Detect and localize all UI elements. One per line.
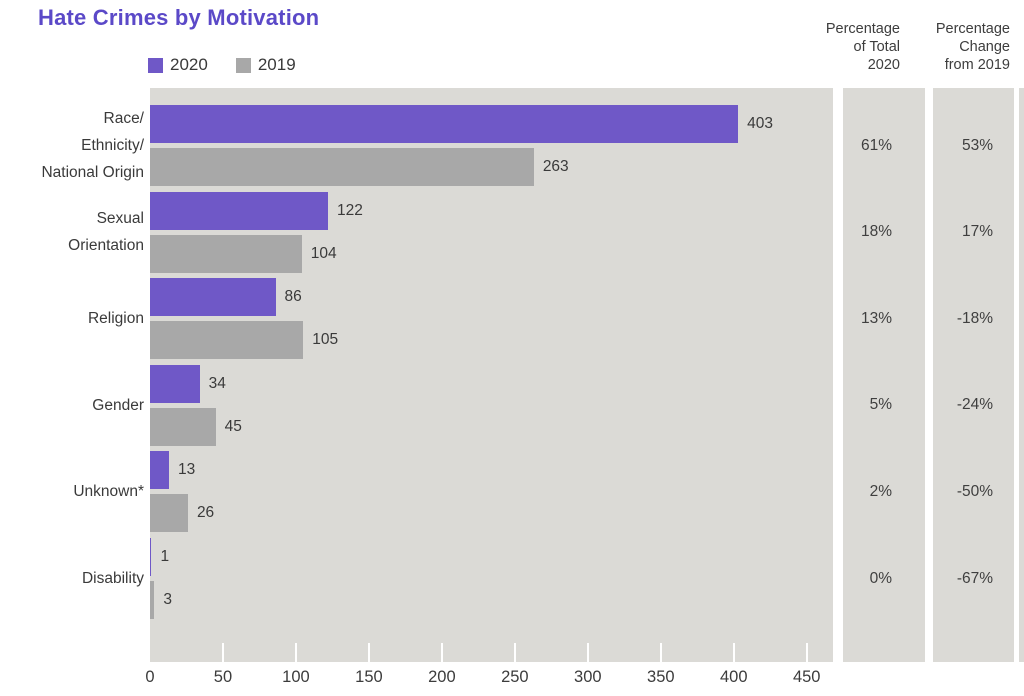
pct-total-column: 61% 18% 13% 5% 2% 0% — [843, 88, 925, 662]
bar-2019 — [150, 581, 155, 619]
bar-2019 — [150, 407, 216, 446]
bar-value-label: 403 — [747, 115, 773, 132]
legend: 2020 2019 — [148, 55, 296, 75]
bar-2020 — [150, 105, 739, 143]
x-tick-label: 250 — [501, 668, 529, 686]
pct-change-value: -24% — [956, 396, 993, 414]
x-tick — [732, 643, 735, 662]
bar-value-label: 13 — [177, 461, 196, 479]
bar-value-label: 26 — [196, 504, 215, 522]
legend-item-2020: 2020 — [148, 55, 208, 75]
x-tick-label: 50 — [213, 668, 233, 686]
legend-item-2019: 2019 — [235, 55, 296, 75]
bar-value-label: 1 — [160, 548, 170, 565]
pct-total-value: 13% — [860, 309, 892, 327]
category-label: Gender — [92, 396, 144, 414]
cropped-column-sliver — [1019, 88, 1024, 662]
bar-2019 — [150, 494, 188, 533]
category-label: Race/ Ethnicity/ National Origin — [41, 110, 144, 181]
x-tick-label: 150 — [355, 668, 383, 686]
bar-2020 — [150, 364, 200, 403]
x-tick-label: 300 — [574, 668, 602, 686]
pct-total-value: 5% — [869, 396, 892, 414]
bar-2019 — [150, 321, 304, 360]
pct-total-value: 61% — [860, 136, 892, 154]
pct-change-value: -67% — [956, 569, 993, 587]
x-tick — [513, 643, 516, 662]
bar-2019 — [150, 148, 534, 186]
x-tick-label: 450 — [792, 668, 821, 686]
x-tick — [440, 643, 443, 662]
pct-total-value: 18% — [860, 223, 892, 241]
bar-value-label: 86 — [284, 288, 302, 306]
x-tick-label: 0 — [145, 668, 155, 686]
x-tick — [221, 643, 224, 662]
column-header-pct-total: Percentage of Total 2020 — [825, 21, 900, 73]
bar-2020 — [150, 191, 329, 230]
pct-change-column: 53% 17% -18% -24% -50% -67% — [933, 88, 1014, 662]
x-tick — [805, 643, 808, 662]
pct-change-value: -18% — [956, 309, 993, 327]
plot-area: 403 263 122 104 86 105 34 45 13 26 1 3 — [150, 88, 833, 662]
pct-total-value: 0% — [869, 569, 892, 587]
bar-value-label: 34 — [208, 374, 226, 392]
bar-value-label: 45 — [224, 417, 242, 435]
legend-label-2020: 2020 — [170, 55, 208, 74]
pct-change-value: 53% — [961, 136, 993, 154]
bar-value-label: 104 — [310, 244, 337, 262]
x-tick — [294, 643, 297, 662]
legend-label-2019: 2019 — [257, 55, 296, 74]
pct-total-value: 2% — [869, 482, 892, 500]
x-tick-label: 400 — [719, 668, 748, 686]
legend-swatch-2020-icon — [148, 57, 163, 73]
bar-value-label: 263 — [542, 158, 569, 175]
bar-value-label: 122 — [337, 201, 363, 219]
bar-2020 — [150, 451, 169, 490]
category-label: Disability — [81, 570, 144, 587]
bar-value-label: 3 — [163, 591, 172, 608]
x-tick-label: 200 — [428, 668, 456, 686]
legend-swatch-2019-icon — [235, 57, 251, 73]
pct-change-value: 17% — [961, 223, 993, 241]
column-header-pct-change: Percentage Change from 2019 — [935, 21, 1010, 73]
category-label: Unknown* — [73, 483, 144, 501]
x-tick — [659, 643, 662, 662]
bar-2020 — [150, 278, 276, 317]
pct-change-value: -50% — [956, 482, 993, 500]
x-tick — [586, 643, 589, 662]
bar-2019 — [150, 234, 302, 273]
x-tick — [367, 643, 370, 662]
chart-title: Hate Crimes by Motivation — [38, 5, 320, 30]
bar-value-label: 105 — [312, 331, 339, 349]
category-label: Sexual Orientation — [68, 210, 144, 255]
category-label: Religion — [87, 310, 144, 328]
x-tick-label: 350 — [647, 668, 675, 686]
bar-2020 — [150, 538, 152, 576]
x-tick-label: 100 — [282, 668, 310, 686]
